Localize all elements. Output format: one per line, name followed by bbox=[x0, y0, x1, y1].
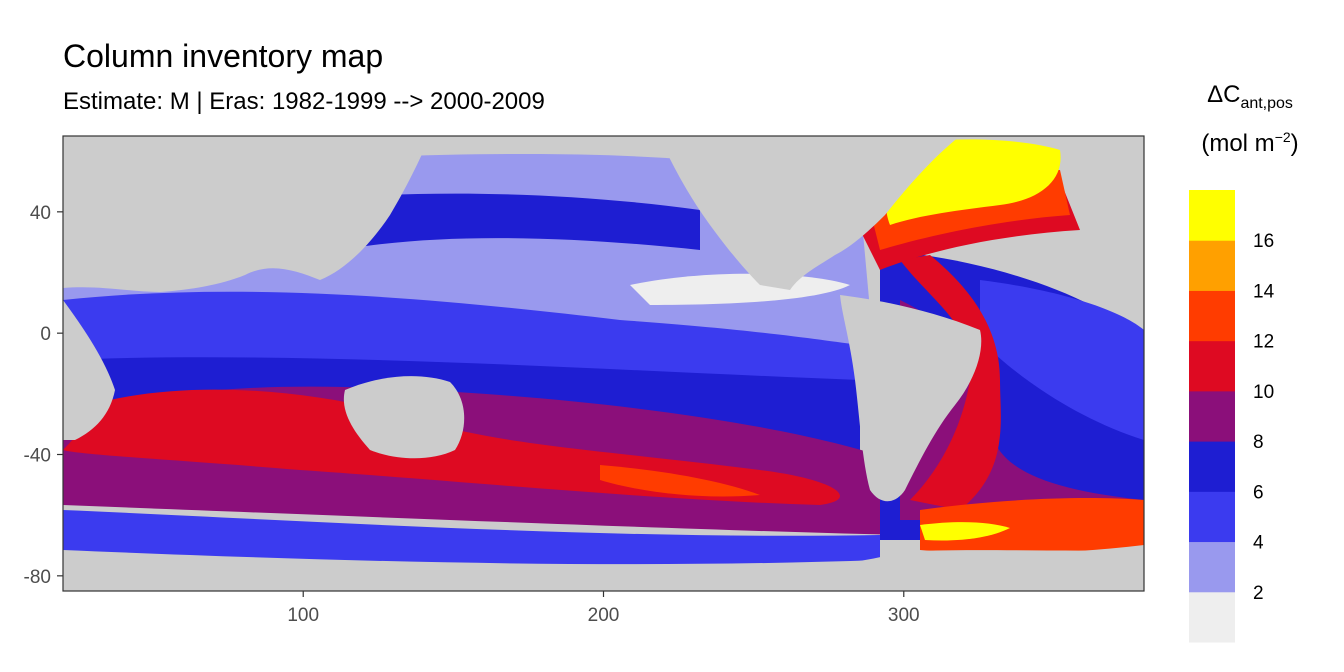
legend-title-main: ΔC bbox=[1207, 81, 1241, 108]
map-panel bbox=[63, 136, 1144, 591]
band-12-14-south bbox=[600, 465, 760, 497]
legend-key bbox=[1189, 240, 1235, 291]
legend-key bbox=[1189, 591, 1235, 643]
land-africa bbox=[63, 300, 115, 440]
legend-label: 16 bbox=[1253, 231, 1274, 252]
legend-unit-exponent: −2 bbox=[1274, 129, 1291, 146]
land-antarctica bbox=[63, 550, 1144, 591]
legend-label: 6 bbox=[1253, 482, 1264, 503]
legend-title: ΔCant,pos (mol m−2) bbox=[1201, 81, 1299, 158]
legend: 2 4 6 8 10 12 14 16 bbox=[1189, 190, 1275, 643]
land-eurasia-east bbox=[63, 136, 430, 292]
legend-key bbox=[1189, 441, 1235, 492]
legend-label: 14 bbox=[1253, 281, 1275, 302]
x-tick-label: 200 bbox=[588, 605, 620, 626]
legend-key bbox=[1189, 340, 1235, 392]
band-4-6-atlantic bbox=[980, 280, 1144, 440]
land-north-america bbox=[660, 136, 960, 290]
y-tick-label: 40 bbox=[30, 203, 51, 224]
legend-key bbox=[1189, 541, 1235, 593]
land-australia bbox=[343, 376, 465, 459]
legend-key bbox=[1189, 190, 1235, 241]
land-south-america bbox=[840, 295, 982, 502]
chart-title: Column inventory map bbox=[63, 38, 384, 74]
legend-label: 2 bbox=[1253, 583, 1264, 604]
x-tick-label: 100 bbox=[287, 605, 319, 626]
y-tick-label: -40 bbox=[24, 446, 51, 467]
chart-subtitle: Estimate: M | Eras: 1982-1999 --> 2000-2… bbox=[63, 88, 545, 115]
legend-label: 8 bbox=[1253, 432, 1264, 453]
legend-unit: mol m bbox=[1209, 130, 1275, 158]
legend-key bbox=[1189, 491, 1235, 543]
legend-title-sub: ant,pos bbox=[1240, 94, 1293, 112]
legend-key bbox=[1189, 290, 1235, 342]
band-10-12-atlantic bbox=[900, 255, 1001, 510]
y-tick-label: 0 bbox=[40, 324, 51, 345]
x-tick-label: 300 bbox=[888, 605, 920, 626]
band-12-14-weddell bbox=[920, 498, 1144, 554]
land-greenland bbox=[1085, 138, 1144, 177]
band-16-18-weddell bbox=[920, 522, 1010, 541]
band-4-6-southern-rim bbox=[63, 510, 880, 565]
legend-label: 10 bbox=[1253, 382, 1274, 403]
legend-label: 4 bbox=[1253, 533, 1264, 554]
legend-key bbox=[1189, 390, 1235, 442]
legend-label: 12 bbox=[1253, 332, 1274, 353]
y-tick-label: -80 bbox=[24, 567, 51, 588]
